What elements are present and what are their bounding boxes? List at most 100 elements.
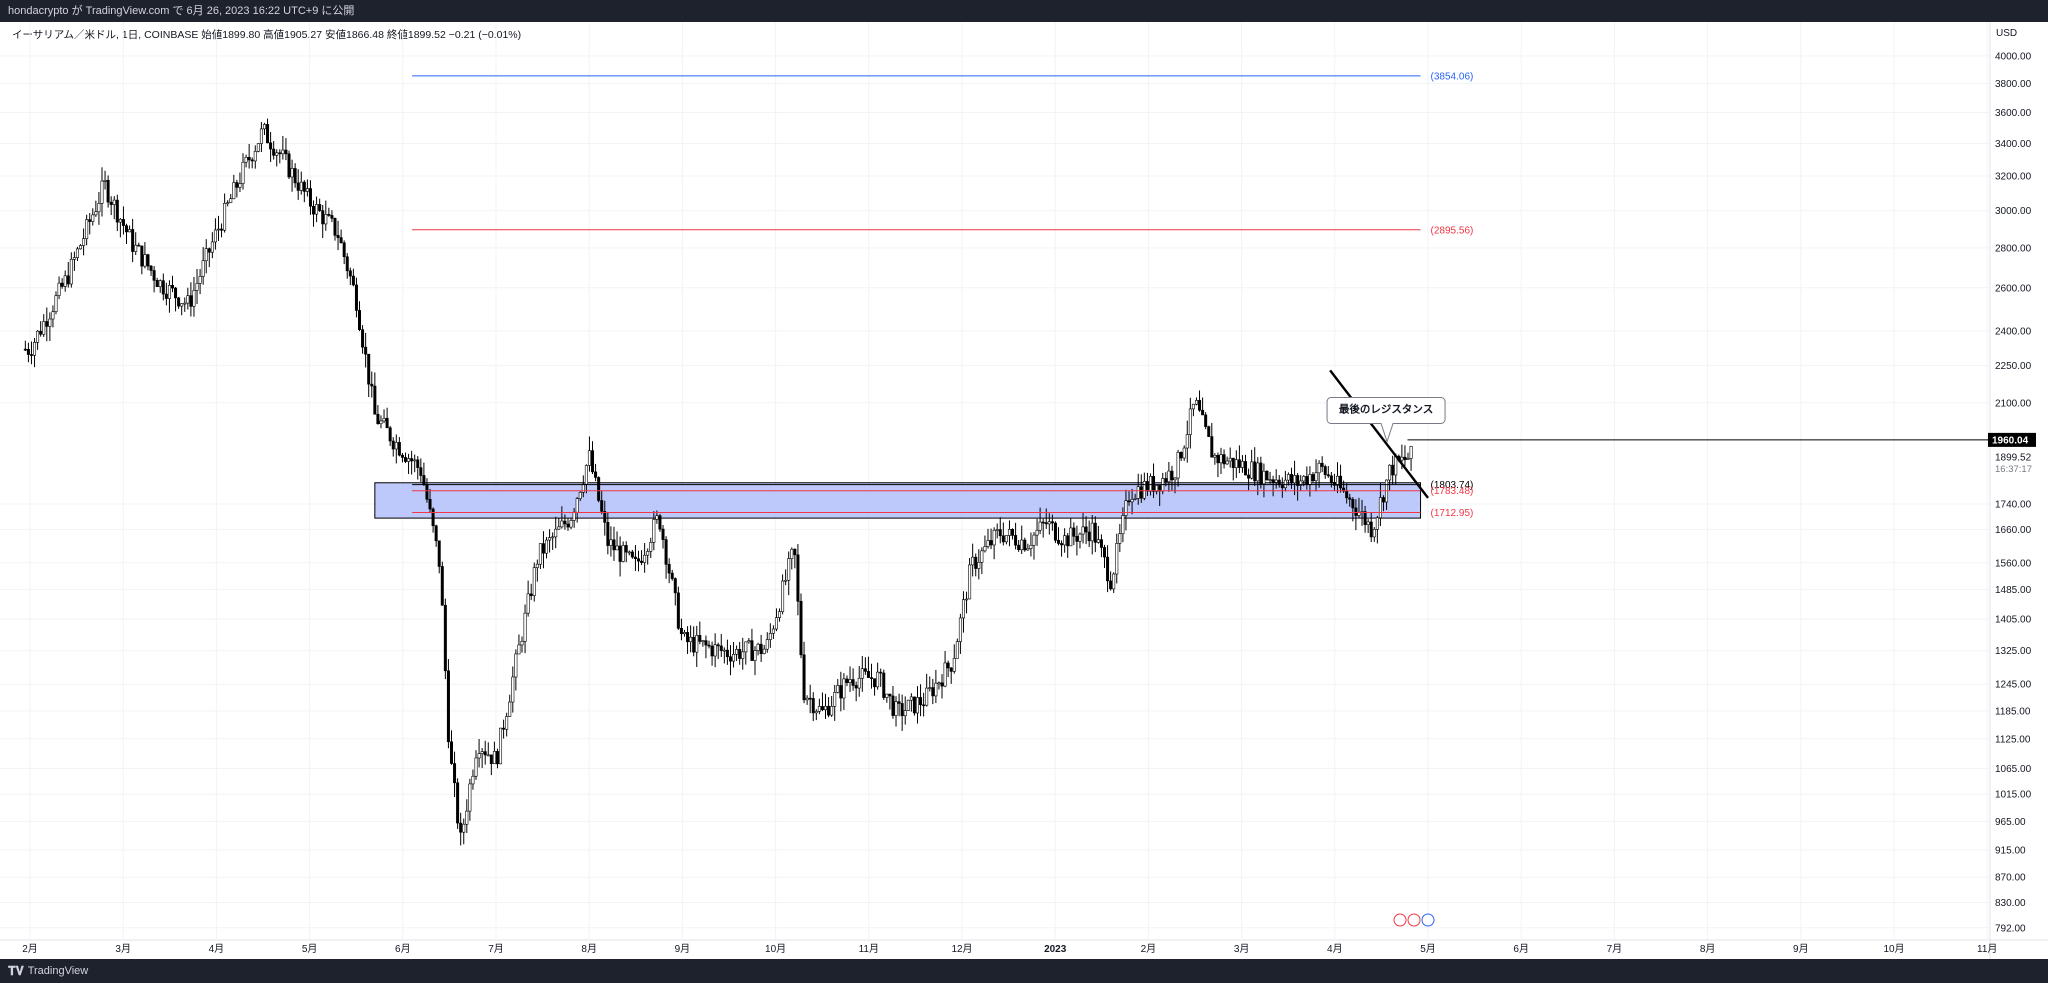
candle-body (1231, 457, 1235, 469)
candle (250, 157, 254, 169)
y-tick-label: 1660.00 (1995, 525, 2032, 536)
chart-area[interactable]: イーサリアム／米ドル, 1日, COINBASE 始値1899.80 高値190… (0, 22, 2048, 959)
candle (1072, 522, 1076, 546)
candle-body (26, 349, 30, 355)
candle (449, 730, 453, 765)
candle (492, 741, 496, 764)
candle (682, 629, 686, 637)
candle-body (54, 295, 58, 312)
candle-body (1391, 464, 1395, 476)
candle-body (1204, 414, 1208, 427)
candle (897, 693, 901, 717)
candle-body (1060, 543, 1064, 546)
candle (480, 747, 484, 769)
candle-body (624, 545, 628, 553)
candle-body (652, 519, 656, 543)
candle (1124, 489, 1128, 531)
candle-body (989, 540, 993, 546)
chart-svg[interactable]: イーサリアム／米ドル, 1日, COINBASE 始値1899.80 高値190… (0, 22, 2048, 959)
candle-body (23, 348, 27, 351)
candle-body (1047, 521, 1051, 525)
candle (643, 543, 647, 573)
candle (269, 131, 273, 163)
candle-body (131, 229, 135, 252)
candle (364, 332, 368, 368)
callout-text: 最後のレジスタンス (1339, 403, 1433, 416)
candle (213, 218, 217, 250)
candle (971, 543, 975, 577)
candle (1210, 423, 1214, 458)
candle (633, 544, 637, 571)
candle-body (72, 257, 76, 260)
candle (63, 270, 67, 292)
candle (121, 206, 125, 235)
candle-body (707, 644, 711, 647)
candle-body (799, 600, 803, 656)
candle-body (189, 295, 193, 307)
candle (759, 634, 763, 662)
candle-body (1262, 470, 1266, 485)
candle-body (919, 697, 923, 706)
candle (1121, 507, 1125, 543)
candle-body (1011, 529, 1015, 536)
y-tick-label: 830.00 (1995, 898, 2026, 909)
candle (1185, 420, 1189, 463)
candle (814, 709, 818, 721)
candle (719, 634, 723, 657)
candle-body (879, 671, 883, 674)
candle (1063, 528, 1067, 553)
candle-body (949, 667, 953, 672)
candle-body (1063, 535, 1067, 546)
candle-body (195, 283, 199, 291)
candle (75, 246, 79, 261)
candle (974, 553, 978, 577)
candle-body (787, 558, 791, 581)
candle (1369, 512, 1373, 543)
y-tick-label: 1015.00 (1995, 790, 2032, 801)
candle-body (998, 529, 1002, 537)
candle-body (158, 280, 162, 287)
candle (1265, 470, 1269, 481)
candle-body (658, 515, 662, 530)
candle (532, 562, 536, 602)
candle-body (606, 522, 610, 546)
candle (778, 608, 782, 622)
x-tick-label: 2023 (1044, 944, 1067, 955)
candle-body (140, 245, 144, 267)
candle (97, 191, 101, 225)
candle (710, 641, 714, 666)
candle-body (1142, 481, 1146, 499)
candle (1102, 544, 1106, 568)
candle (869, 663, 873, 689)
candle (609, 526, 613, 557)
candle-body (943, 662, 947, 687)
candle-body (207, 248, 211, 253)
candle-body (793, 548, 797, 556)
candle (1216, 452, 1220, 478)
candle-body (397, 442, 401, 456)
candle-body (640, 560, 644, 563)
candle-body (109, 201, 113, 205)
candle (1299, 475, 1303, 492)
candle (308, 180, 312, 215)
tradingview-logo[interactable]: 𝐓𝐕 TradingView (8, 959, 88, 983)
candle-body (974, 556, 978, 569)
candle-body (1069, 527, 1073, 547)
candle-body (845, 678, 849, 683)
candle-body (1222, 454, 1226, 465)
candle-body (1084, 526, 1088, 533)
candle-body (1020, 539, 1024, 550)
footer-bar: 𝐓𝐕 TradingView (0, 959, 2048, 983)
candle-body (560, 520, 564, 528)
candle-body (492, 751, 496, 764)
candle (649, 537, 653, 558)
candle-body (701, 640, 705, 642)
candle-body (738, 649, 742, 659)
candle (1332, 473, 1336, 491)
candle (931, 678, 935, 705)
candle (143, 242, 147, 269)
candle-body (557, 526, 561, 530)
candle-body (1305, 476, 1309, 485)
candle-body (679, 627, 683, 635)
candle-body (216, 228, 220, 231)
